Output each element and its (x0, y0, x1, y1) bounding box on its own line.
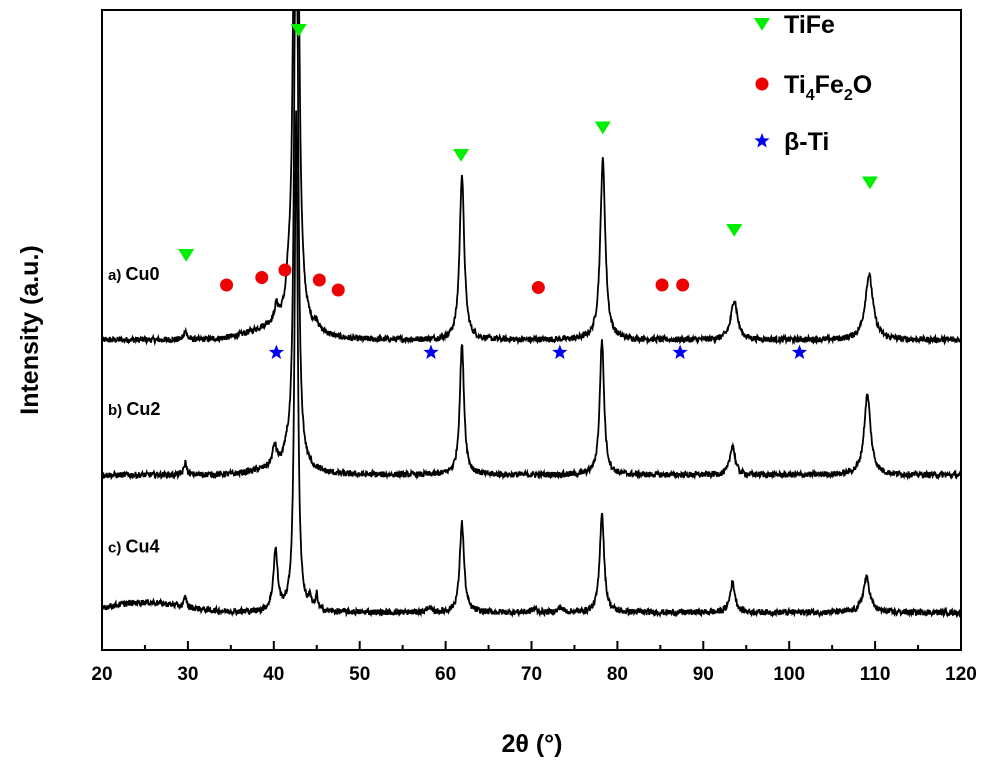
legend: TiFe Ti4Fe2O β-Ti (754, 11, 872, 156)
x-tick-label: 60 (435, 664, 456, 685)
tife-marker (726, 224, 743, 237)
x-axis-title: 2θ (°) (501, 730, 562, 758)
x-tick-label: 20 (91, 664, 112, 685)
diffraction-traces (101, 9, 962, 619)
plot-frame (101, 9, 962, 651)
x-tick-label: 70 (521, 664, 542, 685)
legend-label-tife: TiFe (784, 11, 835, 39)
phase-markers (178, 24, 878, 359)
beta-ti-marker (552, 344, 568, 359)
x-tick-label: 50 (349, 664, 370, 685)
trace-label-cu0: a) Cu0 (108, 264, 160, 284)
legend-label-beta-ti: β-Ti (784, 128, 829, 156)
legend-ti4fe2o-symbol (755, 77, 769, 91)
beta-ti-marker (672, 344, 688, 359)
ti4fe2o-marker (531, 281, 545, 294)
beta-ti-marker (423, 344, 439, 359)
ti4fe2o-marker (255, 271, 269, 284)
tife-marker (178, 249, 195, 262)
trace-cu0 (101, 9, 962, 347)
ti4fe2o-marker (331, 283, 345, 297)
x-tick-label: 30 (177, 664, 198, 685)
ti4fe2o-marker (220, 278, 234, 292)
x-tick-label: 40 (263, 664, 284, 685)
trace-labels: a) Cu0 b) Cu2 c) Cu4 (108, 264, 160, 557)
legend-label-ti4fe2o: Ti4Fe2O (784, 71, 872, 104)
x-tick-label: 80 (607, 664, 628, 685)
x-tick-label: 120 (945, 664, 977, 685)
trace-cu2 (101, 9, 962, 481)
tife-marker (594, 121, 611, 135)
ti4fe2o-marker (676, 278, 690, 292)
beta-ti-marker (791, 344, 808, 359)
legend-tife-symbol (754, 18, 770, 31)
x-axis-ticks: 20 30 40 50 60 70 80 90 100 110 120 (91, 641, 977, 685)
tife-marker (453, 149, 470, 162)
ti4fe2o-marker (312, 273, 326, 287)
trace-label-cu2: b) Cu2 (108, 399, 160, 419)
ti4fe2o-marker (655, 278, 669, 292)
x-tick-label: 100 (773, 664, 805, 685)
beta-ti-marker (268, 344, 284, 359)
legend-beta-ti-symbol (754, 133, 770, 148)
trace-cu4 (101, 110, 962, 619)
ti4fe2o-marker (278, 263, 292, 277)
tife-marker (861, 176, 878, 190)
trace-label-cu4: c) Cu4 (108, 537, 160, 557)
x-tick-label: 110 (860, 664, 891, 685)
y-axis-title: Intensity (a.u.) (16, 245, 44, 414)
tife-marker (290, 24, 307, 37)
x-tick-label: 90 (693, 664, 714, 685)
